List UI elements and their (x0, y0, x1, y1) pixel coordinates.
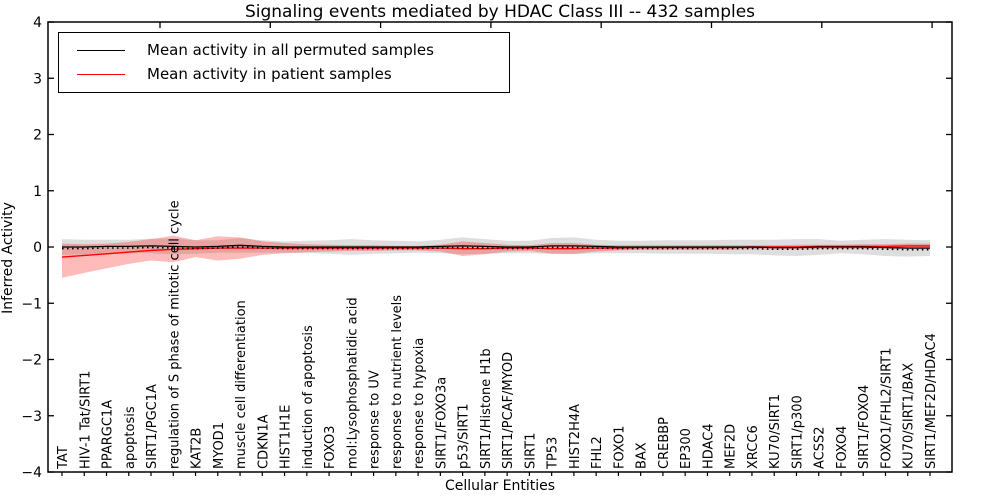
legend-entry-patient: Mean activity in patient samples (59, 64, 509, 83)
legend-label-permuted: Mean activity in all permuted samples (147, 41, 434, 60)
y-tick-label: 1 (33, 184, 42, 200)
permuted-line-swatch (77, 50, 125, 52)
y-tick-label: −3 (21, 409, 42, 425)
x-tick-label: HIST1H1E (279, 405, 294, 469)
y-tick-label: 2 (33, 128, 42, 144)
x-tick-label: SIRT1/Histone H1b (479, 348, 494, 469)
x-tick-label: PPARGC1A (101, 400, 116, 469)
y-axis-label: Inferred Activity (0, 202, 16, 314)
x-tick-label: mol:Lysophosphatidic acid (345, 297, 360, 469)
x-tick-label: KU70/SIRT1 (768, 394, 783, 469)
x-tick-label: apoptosis (123, 406, 138, 469)
x-tick-label: ACSS2 (813, 426, 828, 469)
x-tick-label: SIRT1/MEF2D/HDAC4 (924, 333, 939, 469)
x-tick-label: MEF2D (724, 424, 739, 469)
x-tick-label: EP300 (679, 428, 694, 469)
x-tick-label: muscle cell differentiation (234, 300, 249, 469)
x-tick-label: TAT (56, 446, 71, 470)
x-tick-label: p53/SIRT1 (457, 403, 472, 469)
y-tick-label: −1 (21, 296, 42, 312)
x-tick-label: KU70/SIRT1/BAX (902, 363, 917, 469)
mean-line-permuted (62, 244, 930, 249)
x-tick-label: HDAC4 (701, 423, 716, 469)
x-tick-label: SIRT1/PCAF/MYOD (501, 352, 516, 469)
x-tick-label: response to nutrient levels (390, 295, 405, 469)
x-tick-label: MYOD1 (212, 422, 227, 469)
x-tick-label: CREBBP (657, 417, 672, 469)
patient-line-swatch (77, 73, 125, 75)
x-tick-label: response to hypoxia (412, 338, 427, 469)
x-tick-label: SIRT1/FOXO3a (434, 377, 449, 469)
legend: Mean activity in all permuted samples Me… (58, 32, 510, 93)
x-tick-label: BAX (635, 442, 650, 469)
x-axis-label: Cellular Entities (444, 478, 556, 494)
x-tick-label: FOXO3 (323, 426, 338, 469)
x-tick-label: FOXO1 (612, 426, 627, 469)
x-tick-label: TP53 (546, 437, 561, 470)
y-tick-label: 3 (33, 71, 42, 87)
y-tick-label: −4 (21, 465, 42, 481)
x-tick-label: SIRT1/FOXO4 (857, 385, 872, 469)
x-tick-label: induction of apoptosis (301, 325, 316, 469)
x-tick-label: SIRT1/p300 (791, 395, 806, 469)
x-tick-label: FHL2 (590, 436, 605, 469)
x-tick-label: SIRT1/PGC1A (145, 384, 160, 469)
legend-entry-permuted: Mean activity in all permuted samples (59, 43, 509, 58)
x-tick-label: CDKN1A (256, 414, 271, 469)
x-tick-label: FOXO4 (835, 426, 850, 469)
y-tick-label: 4 (33, 15, 42, 31)
x-tick-label: response to UV (368, 370, 383, 469)
chart-title: Signaling events mediated by HDAC Class … (244, 2, 756, 22)
x-tick-label: FOXO1/FHL2/SIRT1 (880, 348, 895, 469)
y-tick-label: −2 (21, 353, 42, 369)
x-tick-label: regulation of S phase of mitotic cell cy… (167, 200, 182, 469)
x-tick-label: SIRT1 (523, 433, 538, 469)
legend-label-patient: Mean activity in patient samples (147, 64, 392, 83)
y-tick-label: 0 (33, 240, 42, 256)
x-tick-label: HIV-1 Tat/SIRT1 (78, 371, 93, 469)
x-tick-label: XRCC6 (746, 425, 761, 469)
x-tick-label: HIST2H4A (568, 404, 583, 469)
x-tick-label: KAT2B (190, 428, 205, 469)
